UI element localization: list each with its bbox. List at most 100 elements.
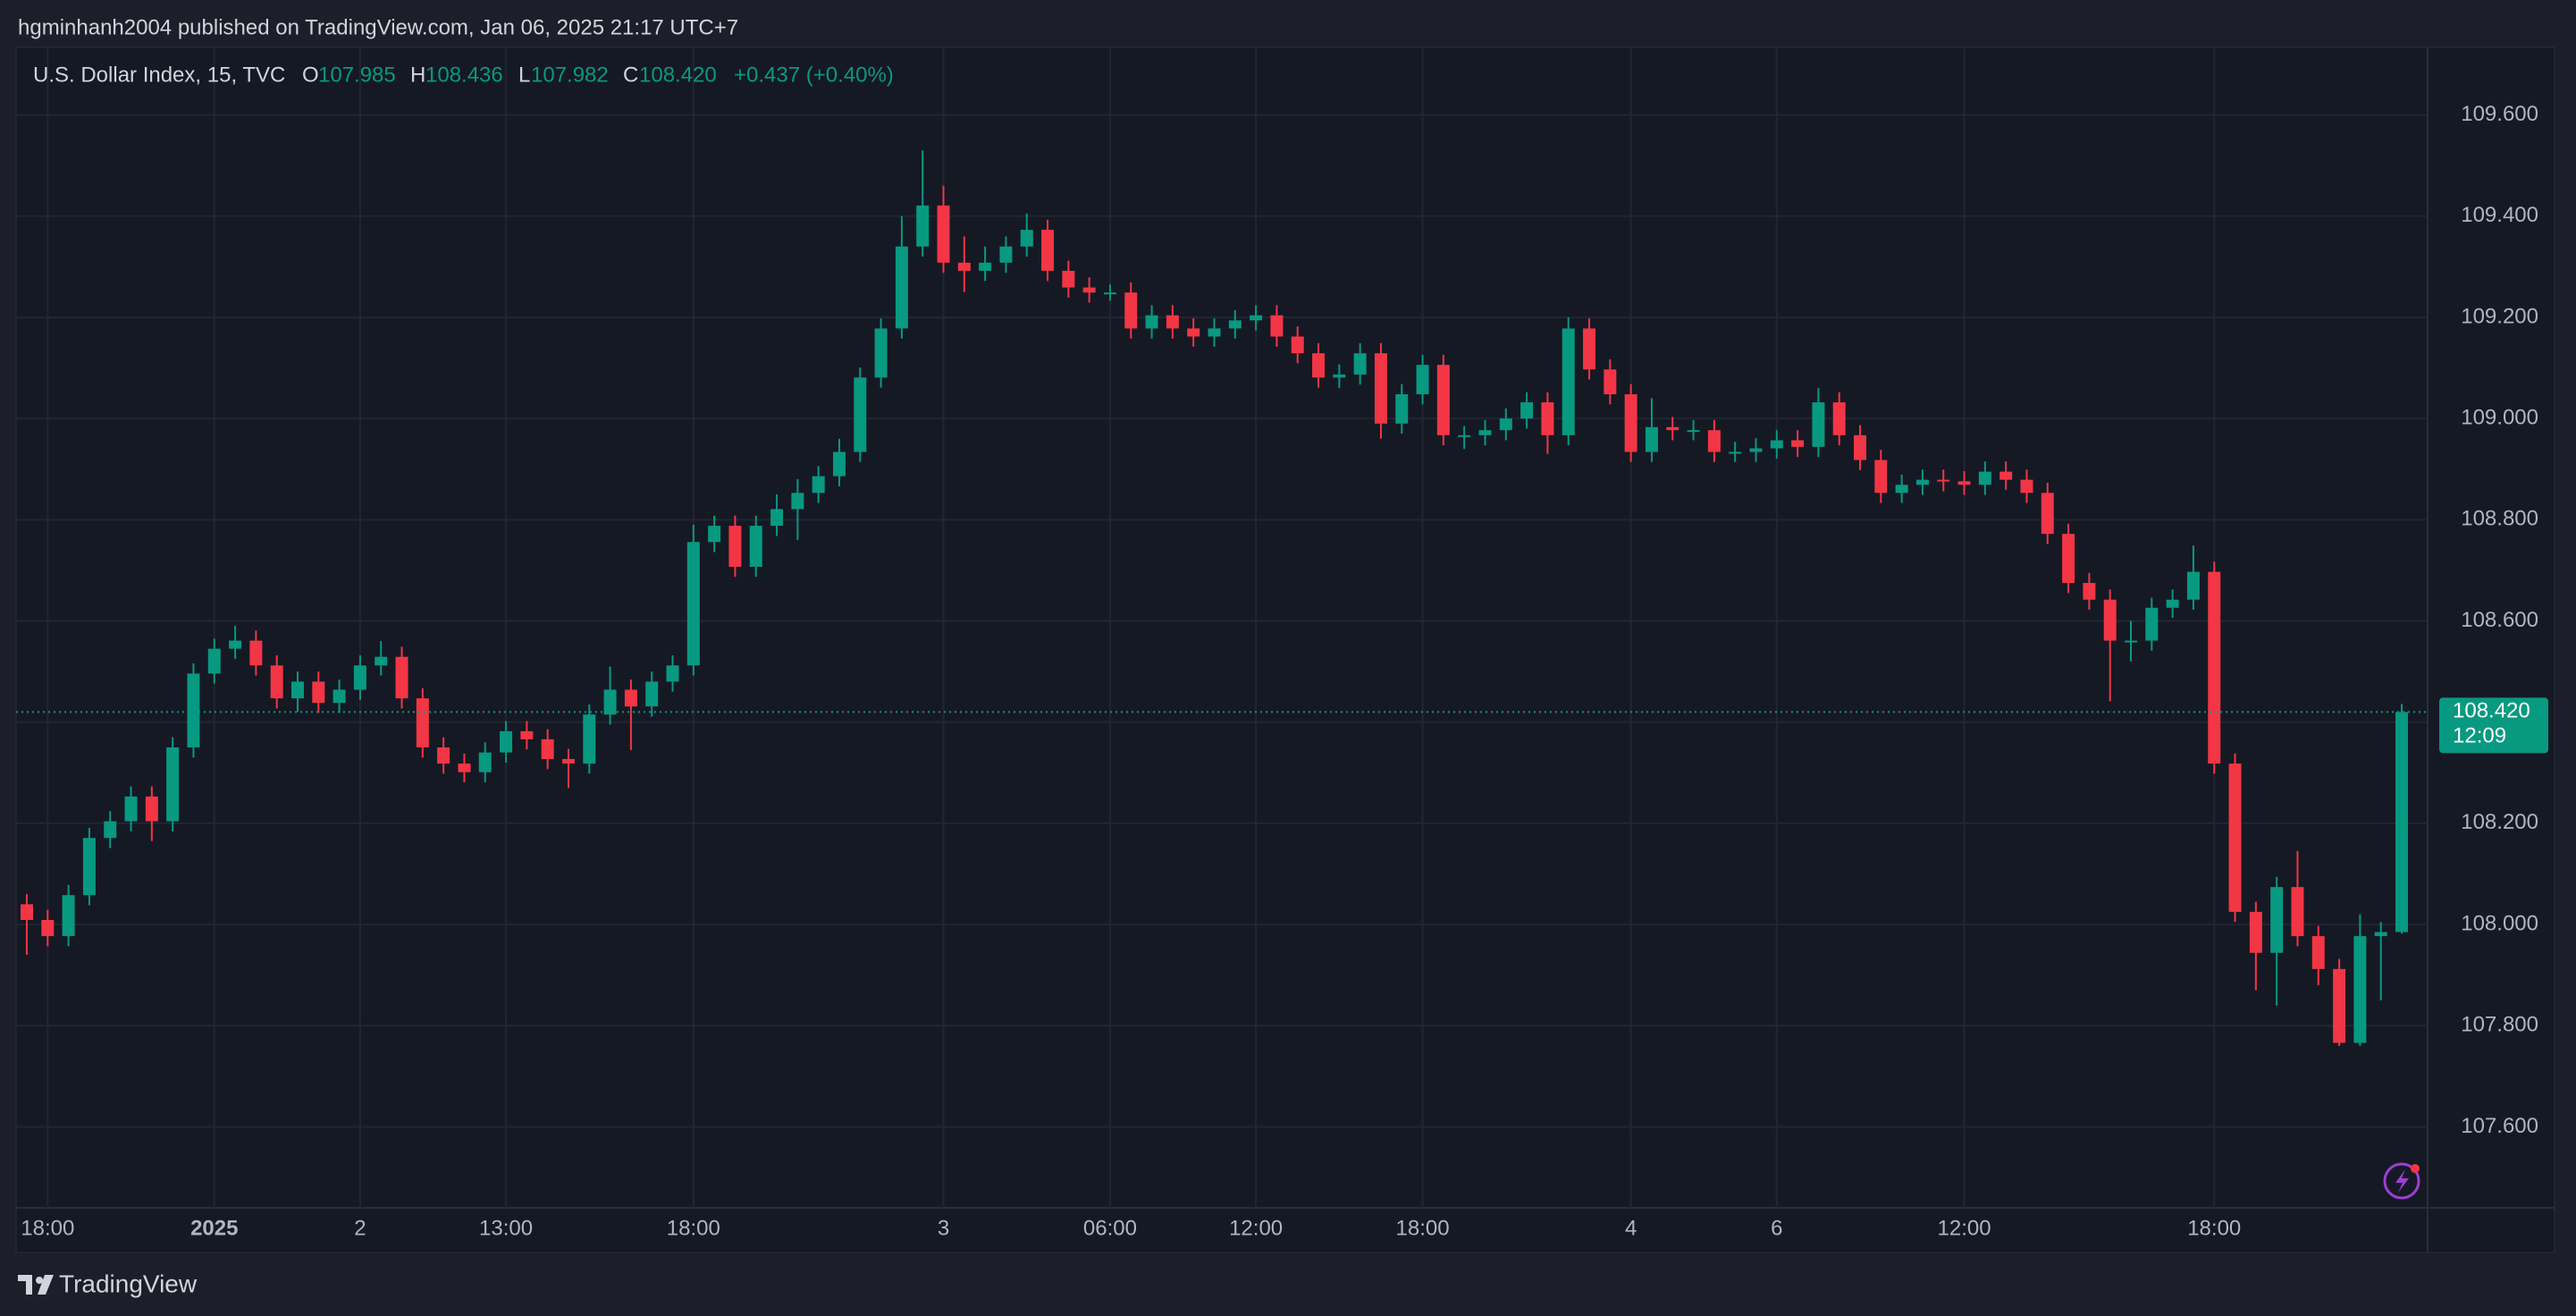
candle-body <box>1541 402 1554 435</box>
close-value: 108.420 <box>639 63 717 87</box>
candle-body <box>1228 320 1242 329</box>
candle-body <box>957 262 971 271</box>
symbol: U.S. Dollar Index, 15, TVC <box>33 63 285 87</box>
low-value: 107.982 <box>531 63 609 87</box>
candle-body <box>1062 270 1075 288</box>
candle-body <box>1770 440 1783 449</box>
brand-name: TradingView <box>59 1270 198 1297</box>
candle-body <box>1666 426 1679 431</box>
candle-body <box>854 377 867 452</box>
candle-body <box>1020 230 1033 247</box>
y-tick-label: 109.200 <box>2461 304 2538 328</box>
candle-body <box>1187 328 1200 337</box>
candle-body <box>2208 571 2221 764</box>
candle-body <box>395 656 408 699</box>
candle-body <box>624 689 637 707</box>
y-tick-label: 107.800 <box>2461 1013 2538 1037</box>
candle-body <box>1208 328 1221 337</box>
candle-body <box>62 895 75 937</box>
candle-body <box>229 640 242 649</box>
candle-body <box>895 246 908 329</box>
candle-body <box>1749 448 1763 452</box>
y-tick-label: 109.000 <box>2461 405 2538 429</box>
candle-body <box>1250 315 1263 321</box>
grid <box>16 47 2428 1208</box>
candles <box>16 150 2428 1046</box>
candle-body <box>2020 479 2033 494</box>
candle-body <box>2374 932 2387 937</box>
candle-body <box>1812 402 1825 447</box>
candle-body <box>770 509 784 527</box>
price-tag <box>2439 697 2548 754</box>
candle-body <box>1270 315 1284 337</box>
candle-body <box>290 681 304 699</box>
candle-body <box>1978 471 1991 485</box>
x-tick-label: 18:00 <box>667 1216 720 1240</box>
candle-body <box>1103 292 1116 295</box>
candle-body <box>1687 430 1700 433</box>
candle-body <box>541 738 554 760</box>
candle-body <box>520 730 534 739</box>
candle-body <box>1791 440 1805 447</box>
candle-body <box>2145 607 2159 641</box>
candle-body <box>708 526 721 543</box>
candle-body <box>1915 479 1929 485</box>
candle-body <box>916 205 930 247</box>
candle-body <box>1895 485 1908 494</box>
candle-body <box>645 681 659 707</box>
candle-body <box>2311 936 2325 969</box>
chart-panel <box>15 46 2555 1253</box>
x-tick-label: 18:00 <box>1396 1216 1450 1240</box>
candle-body <box>832 451 846 477</box>
candle-body <box>1353 353 1367 375</box>
candle-body <box>1832 402 1846 435</box>
candle-body <box>270 665 283 699</box>
x-tick-label: 6 <box>1771 1216 1782 1240</box>
candle-body <box>2083 583 2096 600</box>
candle-body <box>1999 471 2013 480</box>
candle-body <box>937 205 950 263</box>
candle-body <box>1957 481 1971 485</box>
candle-body <box>2333 968 2346 1043</box>
candle-body <box>1458 434 1471 437</box>
alert-ring <box>2383 1162 2420 1200</box>
candle-body <box>1937 479 1950 482</box>
candle-body <box>458 763 471 772</box>
byline: hgminhanh2004 published on TradingView.c… <box>18 15 738 39</box>
candle-body <box>2395 712 2408 932</box>
candle-body <box>104 821 117 839</box>
candle-body <box>1312 353 1326 378</box>
candle-body <box>312 681 325 704</box>
candle-body <box>561 759 575 764</box>
y-tick-label: 108.200 <box>2461 810 2538 834</box>
y-tick-label: 108.600 <box>2461 608 2538 632</box>
candle-body <box>666 665 679 682</box>
candle-body <box>1436 365 1450 435</box>
candle-body <box>1082 287 1096 293</box>
low-key: L <box>518 63 530 87</box>
open-value: 107.985 <box>318 63 396 87</box>
candle-body <box>1166 315 1179 329</box>
brand-logo <box>18 1275 54 1295</box>
alert-dot <box>2411 1164 2420 1173</box>
candle-body <box>1707 430 1721 452</box>
alert-icon[interactable] <box>2383 1162 2420 1200</box>
x-tick-label: 18:00 <box>2187 1216 2241 1240</box>
candle-body <box>21 904 33 920</box>
candle-body <box>2125 640 2138 643</box>
y-tick-label: 107.600 <box>2461 1114 2538 1138</box>
candle-body <box>1333 374 1346 378</box>
candle-body <box>1562 328 1575 435</box>
y-tick-label: 109.600 <box>2461 102 2538 126</box>
candle-body <box>2353 936 2367 1043</box>
x-tick-label: 12:00 <box>1229 1216 1283 1240</box>
x-tick-label: 2 <box>354 1216 366 1240</box>
x-tick-label: 4 <box>1625 1216 1637 1240</box>
candle-body <box>416 698 429 747</box>
brand: TradingView <box>18 1270 198 1297</box>
candle-body <box>728 526 742 567</box>
candle-body <box>375 656 388 666</box>
candle-body <box>1041 230 1055 271</box>
candle-body <box>1416 365 1429 394</box>
